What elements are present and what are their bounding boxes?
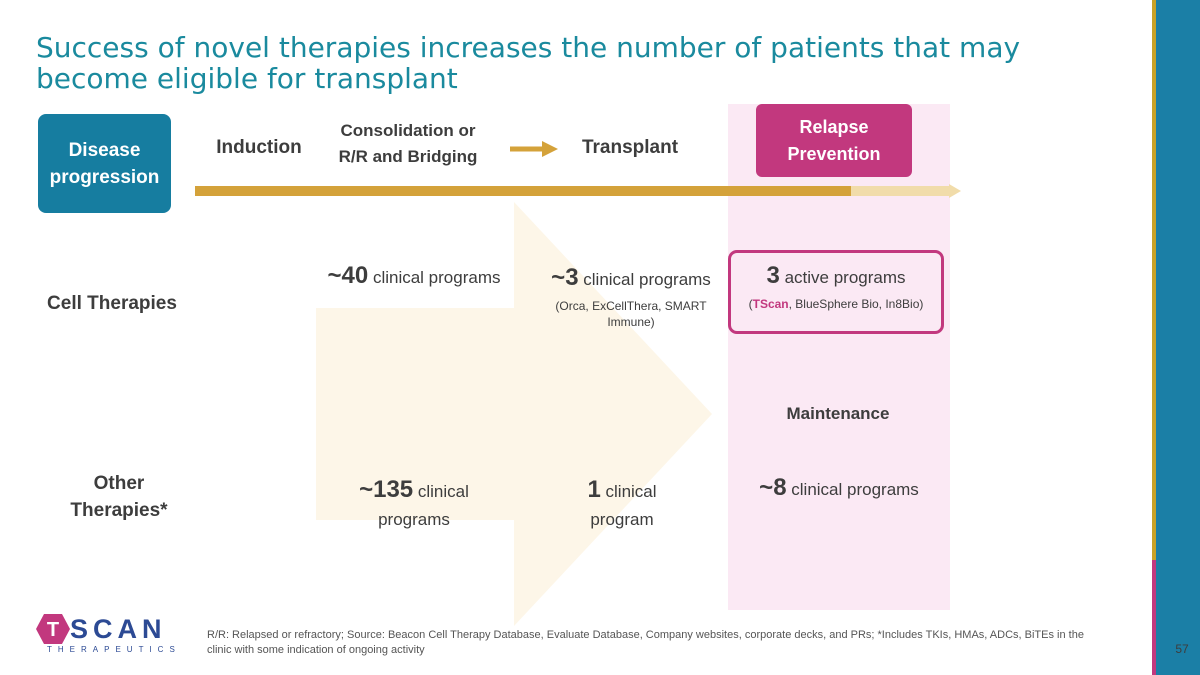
tscan-logo-icon: T <box>36 614 70 644</box>
other-relapse-text: clinical programs <box>786 480 919 499</box>
row-label-other-line2: Therapies* <box>70 500 168 521</box>
timeline-bar <box>195 186 851 196</box>
cell-transplant-note: (Orca, ExCellThera, SMART Immune) <box>536 298 726 330</box>
other-transplant-count: 1 clinical program <box>540 476 704 534</box>
other-relapse-number: ~8 <box>759 474 787 501</box>
cell-relapse-note: (TScan, BlueSphere Bio, In8Bio) <box>728 296 944 312</box>
other-consolidation-count: ~135 clinical programs <box>314 476 514 534</box>
disease-progression-line1: Disease <box>68 139 141 161</box>
other-consolidation-number: ~135 <box>359 476 414 503</box>
cell-relapse-number: 3 <box>766 262 780 289</box>
row-label-other-line1: Other <box>93 473 145 494</box>
other-relapse-count: ~8 clinical programs <box>728 474 950 504</box>
other-consolidation-line2: programs <box>378 510 450 529</box>
page-title: Success of novel therapies increases the… <box>36 31 1021 95</box>
timeline-bar-future <box>851 186 951 196</box>
cell-relapse-note-prefix: ( <box>748 297 753 311</box>
disease-progression-line2: progression <box>49 166 160 188</box>
cell-transplant-number: ~3 <box>551 264 579 291</box>
right-arrow-icon <box>510 141 558 157</box>
decorative-edge-stripes <box>1152 0 1200 675</box>
cell-transplant-text: clinical programs <box>578 270 711 289</box>
logo-letter: T <box>47 619 59 641</box>
other-transplant-text: clinical <box>600 482 657 501</box>
disease-progression-box: Disease progression <box>38 114 171 213</box>
timeline-arrowhead-icon <box>949 184 961 198</box>
cell-consolidation-count: ~40 clinical programs <box>300 262 528 292</box>
progression-arrow-shape <box>316 202 712 626</box>
logo-subtitle: THERAPEUTICS <box>47 645 181 654</box>
cell-transplant-count: ~3 clinical programs <box>528 264 734 294</box>
stage-consolidation: Consolidation or R/R and Bridging <box>318 118 498 170</box>
page-number: 57 <box>1175 642 1189 656</box>
cell-transplant-note-line1: (Orca, ExCellThera, SMART <box>555 299 707 313</box>
relapse-prevention-column-bg <box>728 104 950 610</box>
cell-relapse-count: 3 active programs <box>728 262 944 292</box>
relapse-prevention-line2: Prevention <box>787 143 881 164</box>
relapse-prevention-line1: Relapse <box>799 116 869 137</box>
cell-consolidation-text: clinical programs <box>368 268 501 287</box>
maintenance-label: Maintenance <box>786 404 890 423</box>
footnote: R/R: Relapsed or refractory; Source: Bea… <box>207 629 1084 656</box>
other-transplant-line2: program <box>590 510 654 529</box>
stage-consolidation-line1: Consolidation or <box>340 121 476 140</box>
tscan-brand-text: TScan <box>752 297 789 311</box>
cell-relapse-text: active programs <box>779 268 906 287</box>
stage-induction: Induction <box>216 137 302 158</box>
stage-consolidation-line2: R/R and Bridging <box>338 147 478 166</box>
cell-consolidation-number: ~40 <box>327 262 369 289</box>
other-consolidation-text: clinical <box>413 482 469 501</box>
cell-transplant-note-line2: Immune) <box>607 315 655 329</box>
logo-wordmark: SCAN <box>70 614 167 644</box>
active-programs-highlight-box <box>728 250 944 334</box>
row-label-cell-therapies: Cell Therapies <box>47 293 177 314</box>
relapse-prevention-box: Relapse Prevention <box>756 104 912 177</box>
other-transplant-number: 1 <box>587 476 601 503</box>
row-label-other-therapies: Other Therapies* <box>44 470 194 524</box>
stage-transplant: Transplant <box>581 137 679 158</box>
cell-relapse-note-rest: , BlueSphere Bio, In8Bio) <box>788 297 924 311</box>
